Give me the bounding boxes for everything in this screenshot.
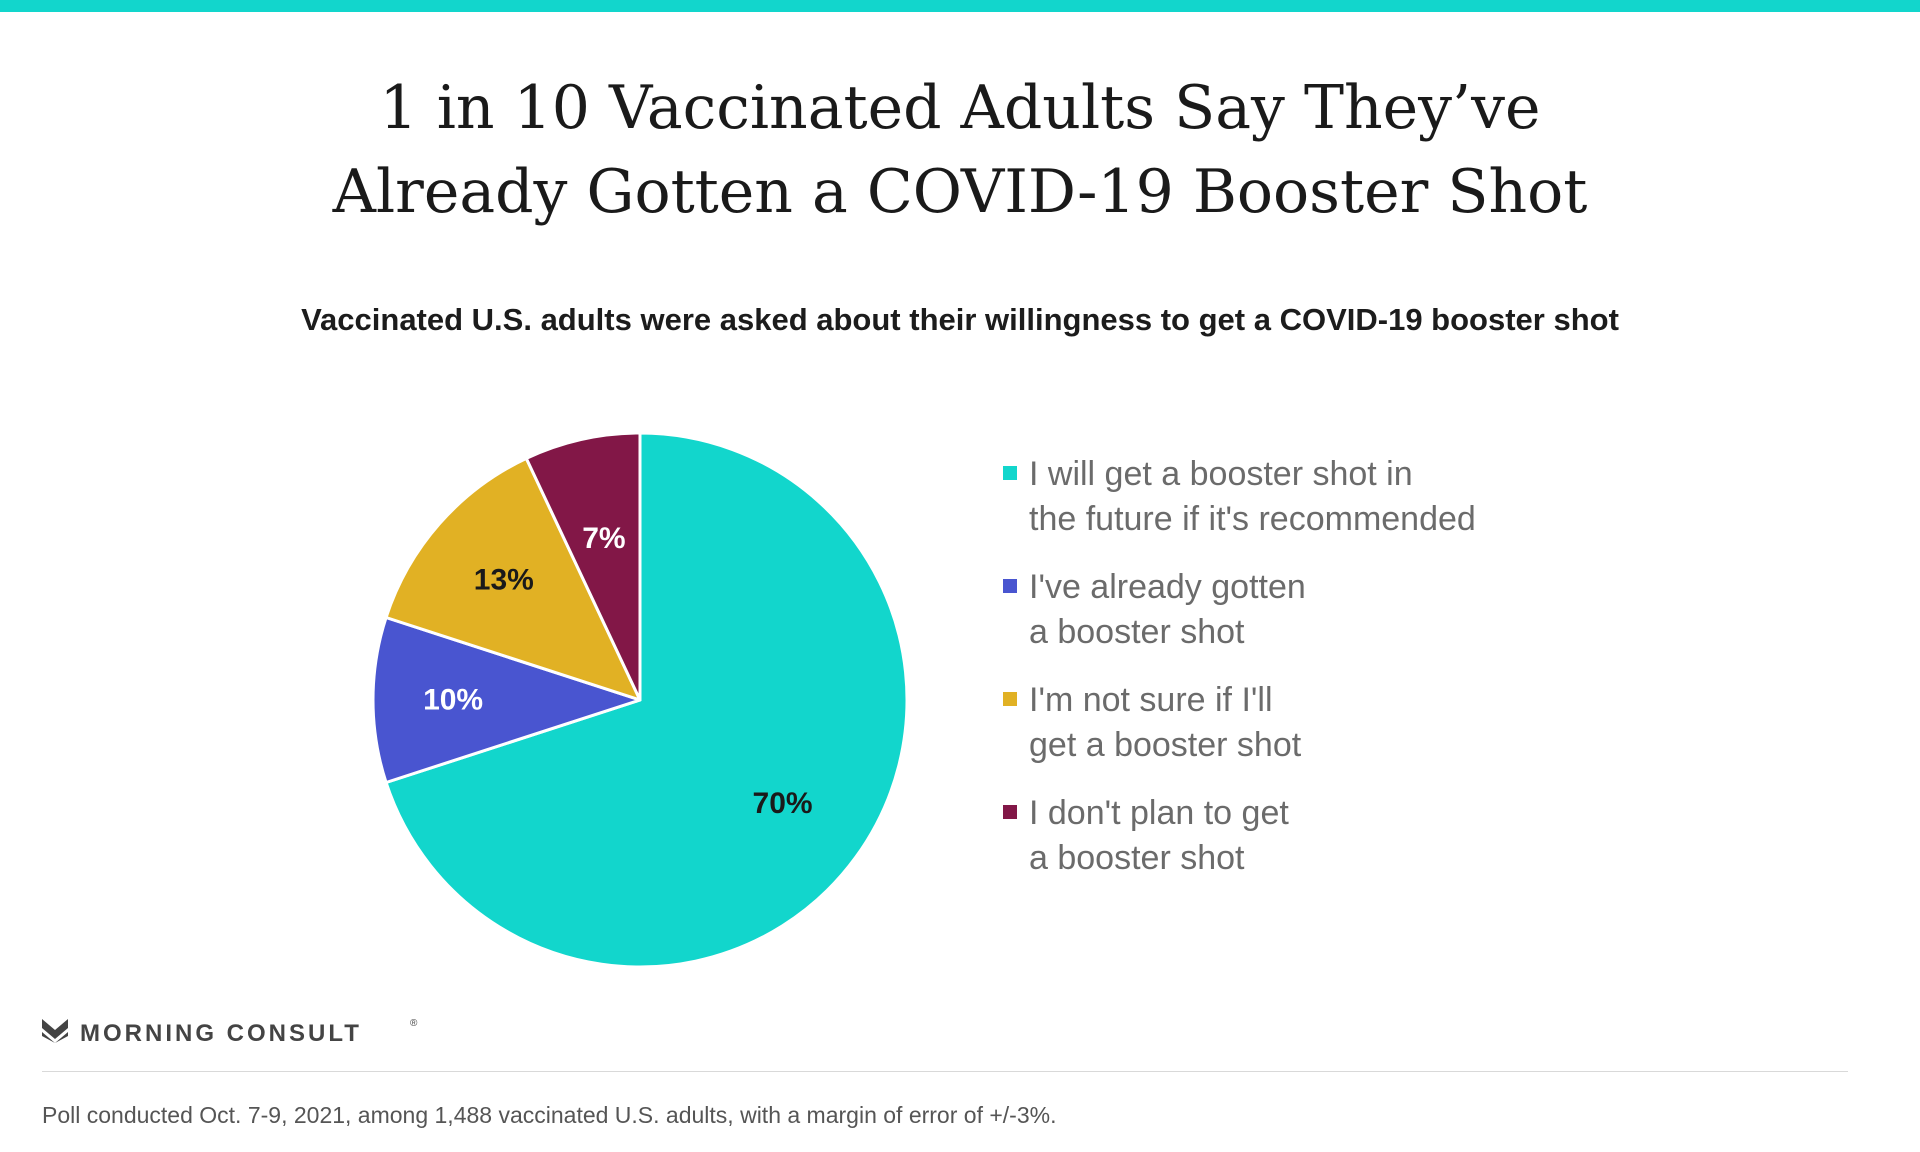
legend-item: I don't plan to get a booster shot xyxy=(1003,791,1563,881)
legend-swatch xyxy=(1003,579,1017,593)
top-accent-bar xyxy=(0,0,1920,12)
registered-mark: ® xyxy=(410,1018,418,1029)
chart-subtitle: Vaccinated U.S. adults were asked about … xyxy=(301,302,1619,337)
chart-title-line-1: 1 in 10 Vaccinated Adults Say They’ve xyxy=(379,73,1541,143)
pie-chart: 70% 10% 13% 7% xyxy=(371,431,909,969)
chart-legend: I will get a booster shot in the future … xyxy=(1003,452,1563,881)
footnote: Poll conducted Oct. 7-9, 2021, among 1,4… xyxy=(42,1102,1057,1128)
legend-label: I will get a booster shot in the future … xyxy=(1029,455,1476,538)
legend-label: I've already gotten a booster shot xyxy=(1029,568,1306,651)
chart-title: 1 in 10 Vaccinated Adults Say They’ve Al… xyxy=(160,66,1760,234)
pie-slice-value-label: 10% xyxy=(423,684,483,717)
pie-slice xyxy=(371,615,642,785)
legend-label: I'm not sure if I'll get a booster shot xyxy=(1029,681,1302,764)
legend-swatch xyxy=(1003,466,1017,480)
brand-name: MORNING CONSULT xyxy=(80,1020,362,1047)
morning-consult-logo-icon xyxy=(42,1019,68,1043)
pie-slice-value-label: 70% xyxy=(753,787,813,820)
legend-item: I will get a booster shot in the future … xyxy=(1003,452,1563,542)
pie-slice xyxy=(384,456,642,702)
legend-item: I've already gotten a booster shot xyxy=(1003,565,1563,655)
legend-swatch xyxy=(1003,805,1017,819)
pie-slice xyxy=(384,431,909,969)
pie-slice-value-label: 7% xyxy=(582,522,625,555)
legend-item: I'm not sure if I'll get a booster shot xyxy=(1003,678,1563,768)
chart-title-line-2: Already Gotten a COVID-19 Booster Shot xyxy=(332,157,1588,227)
pie-slice xyxy=(524,431,642,702)
pie-slice-value-label: 13% xyxy=(474,563,534,596)
footer-divider xyxy=(42,1071,1848,1072)
legend-label: I don't plan to get a booster shot xyxy=(1029,794,1289,877)
legend-swatch xyxy=(1003,692,1017,706)
